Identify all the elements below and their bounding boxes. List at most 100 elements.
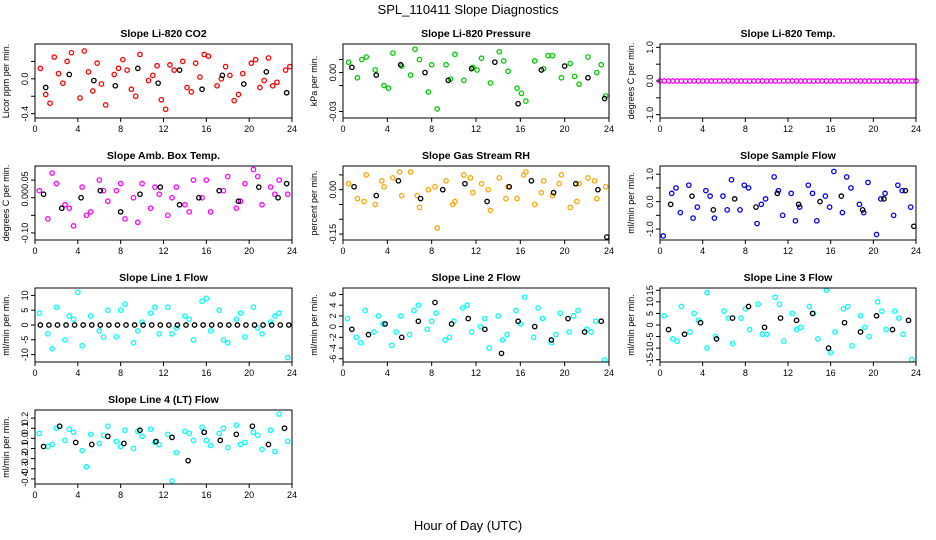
x-tick-label: 8 [743,368,748,378]
data-point [762,196,769,202]
data-point [478,180,485,187]
data-point [832,329,838,335]
x-tick-label: 8 [118,368,123,378]
data-point [169,331,175,337]
data-point [487,207,494,214]
y-tick-label: 0.00 [328,181,338,199]
data-point [817,198,823,205]
data-point [139,319,145,325]
x-tick-label: 20 [868,124,878,134]
data-point [68,49,75,56]
data-point [433,310,439,317]
data-point [373,72,380,79]
data-point [357,339,364,346]
panel-title: Slope Gas Stream RH [422,150,530,162]
data-point [531,58,538,64]
data-point [759,331,766,338]
x-tick-label: 24 [604,246,614,256]
data-point [442,337,448,343]
data-point [192,60,199,67]
figure-title: SPL_110411 Slope Diagnostics [378,2,559,17]
x-tick-label: 16 [201,490,211,500]
x-tick-label: 16 [201,124,211,134]
y-tick-label: 0.0 [645,195,655,208]
data-point [216,430,223,437]
data-point [169,194,175,201]
data-point [535,304,541,311]
y-tick-label: 0.00 [328,64,338,82]
data-point [425,89,432,95]
data-point [83,463,90,470]
x-tick-label: 8 [743,124,748,134]
data-point [779,212,786,219]
data-point [378,177,385,184]
data-point [173,449,180,456]
x-tick-label: 24 [604,368,614,378]
series-primary [344,294,608,363]
data-point [275,194,281,201]
data-point [755,301,761,308]
data-point [482,315,488,322]
data-point [491,59,498,66]
data-point [538,189,545,196]
data-point [284,438,291,445]
data-point [797,324,804,331]
data-point [182,428,188,435]
data-point [154,62,160,69]
data-point [772,294,779,301]
data-point [259,331,265,337]
x-tick-label: 0 [657,124,662,134]
data-point [595,186,601,193]
data-point [139,433,145,440]
x-tick-label: 0 [340,124,345,134]
data-point [56,423,63,430]
data-point [570,313,577,319]
x-tick-label: 4 [700,124,705,134]
data-point [199,86,205,93]
data-point [104,433,111,440]
data-point [697,319,704,326]
data-point [907,204,914,210]
x-tick-label: 0 [32,490,37,500]
x-tick-label: 0 [32,246,37,256]
data-point [164,304,171,311]
data-point [685,182,692,189]
data-point [190,437,197,444]
data-point [182,201,188,208]
data-point [284,354,291,361]
data-point [77,95,83,101]
x-tick-label: 12 [783,246,793,256]
data-point [889,326,896,333]
data-point [217,437,224,444]
data-point [661,312,668,319]
data-point [117,307,124,314]
data-point [758,201,765,208]
data-point [469,189,476,196]
data-point [724,207,731,213]
y-axis-label: kPa per min. [309,56,319,107]
data-point [515,100,521,107]
data-point [349,64,355,71]
data-point [539,315,546,322]
data-point [250,429,257,436]
data-point [184,84,190,91]
panel-title: Slope Line 1 Flow [119,272,209,284]
data-point [574,198,580,205]
data-point [250,304,257,311]
data-point [51,54,58,60]
x-tick-label: 4 [75,246,80,256]
data-point [575,307,581,314]
data-point [49,345,55,352]
data-point [100,333,107,340]
data-point [96,177,103,183]
data-point [83,212,90,219]
x-tick-label: 12 [158,368,168,378]
data-point [540,177,547,184]
data-point [284,191,291,198]
data-point [882,190,888,197]
x-tick-label: 4 [385,246,390,256]
data-point [432,183,438,190]
x-tick-label: 20 [244,368,254,378]
data-point [94,60,100,67]
panel-9: Slope Line 3 Flow ml/min per min. 0 4 8 12 16 2… [626,272,921,378]
